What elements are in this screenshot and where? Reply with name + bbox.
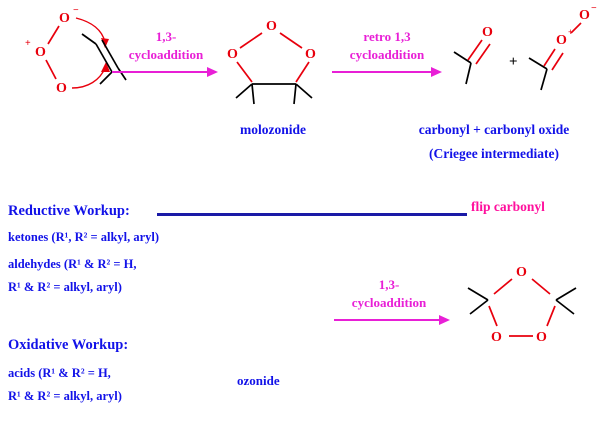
- ozone-bonds: [45, 25, 60, 80]
- step3-label-line2: cycloaddition: [351, 295, 427, 310]
- alkene-bonds: [81, 33, 127, 85]
- reductive-workup-heading: Reductive Workup:: [8, 203, 130, 219]
- oxygen-atom: O: [59, 11, 70, 26]
- scheme-divider-line: [157, 213, 467, 216]
- plus-charge: +: [568, 27, 573, 37]
- oxygen-atom: O: [305, 47, 316, 62]
- reductive-line-1: ketones (R¹, R² = alkyl, aryl): [8, 230, 160, 244]
- reaction-arrow-3: [334, 315, 450, 325]
- alkene-ozone-structure: O − O + O: [25, 5, 127, 96]
- ring-bonds: [467, 278, 577, 337]
- carbonyl-bonds: [453, 39, 491, 85]
- oxidative-line-1: acids (R¹ & R² = H,: [8, 366, 111, 380]
- step2-label-line1: retro 1,3: [363, 29, 411, 44]
- criegee-label-line1: carbonyl + carbonyl oxide: [418, 122, 570, 137]
- carbonyl-and-carbonyl-oxide-structure: O + O + O −: [453, 3, 597, 91]
- curved-arrow-icon: [71, 17, 110, 89]
- oxygen-atom: O: [56, 81, 67, 96]
- reductive-line-3: R¹ & R² = alkyl, aryl): [8, 280, 122, 294]
- flip-carbonyl-label: flip carbonyl: [471, 199, 545, 214]
- oxygen-atom: O: [579, 8, 590, 23]
- ring-bonds: [235, 32, 313, 105]
- oxidative-line-2: R¹ & R² = alkyl, aryl): [8, 389, 122, 403]
- reaction-arrow-1: [112, 67, 218, 77]
- oxygen-atom: O: [536, 330, 547, 345]
- step3-label-line1: 1,3-: [378, 277, 400, 292]
- step1-label-line1: 1,3-: [155, 29, 177, 44]
- plus-sign: +: [509, 54, 518, 70]
- molozonide-structure: O O O: [227, 19, 316, 105]
- oxygen-atom: O: [266, 19, 277, 34]
- step1-label: 1,3- cycloaddition: [112, 28, 220, 64]
- arrow-icon: [332, 67, 442, 77]
- oxygen-atom: O: [556, 33, 567, 48]
- molozonide-label: molozonide: [240, 122, 306, 137]
- ozonide-structure: O O O: [467, 265, 577, 345]
- plus-charge: +: [25, 38, 31, 49]
- minus-charge: −: [73, 5, 79, 16]
- arrow-icon: [334, 315, 450, 325]
- reaction-arrow-2: [332, 67, 442, 77]
- step3-label: 1,3- cycloaddition: [334, 276, 444, 312]
- step1-label-line2: cycloaddition: [128, 47, 204, 62]
- criegee-label-line2: (Criegee intermediate): [428, 146, 560, 161]
- arrow-icon: [112, 67, 218, 77]
- oxygen-atom: O: [516, 265, 527, 280]
- oxygen-atom: O: [491, 330, 502, 345]
- step2-label: retro 1,3 cycloaddition: [332, 28, 442, 64]
- oxygen-atom: O: [227, 47, 238, 62]
- oxidative-workup-heading: Oxidative Workup:: [8, 337, 129, 353]
- minus-charge: −: [591, 3, 597, 14]
- carbonyl-oxide-bonds: [528, 22, 582, 91]
- oxygen-atom: O: [35, 45, 46, 60]
- ozonide-label: ozonide: [237, 373, 280, 388]
- oxygen-atom: O: [482, 25, 493, 40]
- reductive-line-2: aldehydes (R¹ & R² = H,: [8, 257, 137, 271]
- step2-label-line2: cycloaddition: [349, 47, 425, 62]
